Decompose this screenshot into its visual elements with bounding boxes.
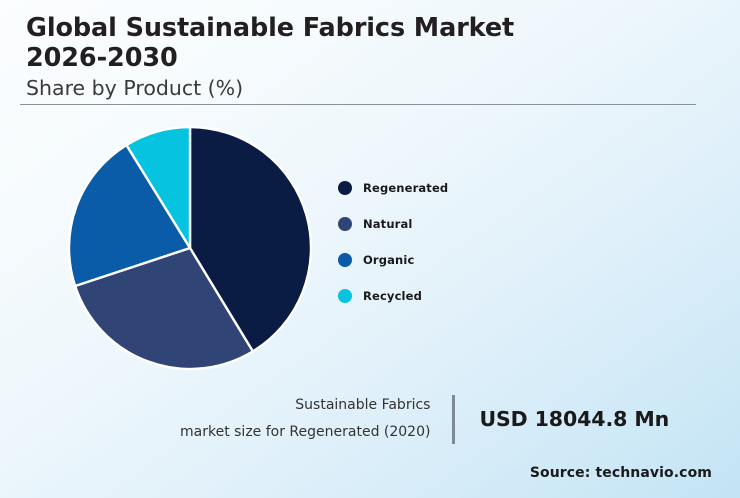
page-subtitle: Share by Product (%)	[26, 76, 244, 101]
chart-legend: Regenerated Natural Organic Recycled	[338, 170, 528, 314]
pie-slice-group	[67, 125, 313, 371]
pie-slice-organic[interactable]	[67, 143, 192, 288]
callout-value: USD 18044.8 Mn	[479, 407, 670, 432]
legend-swatch-natural	[338, 217, 352, 231]
header: Global Sustainable Fabrics Market 2026-2…	[26, 13, 716, 101]
header-divider	[20, 104, 696, 105]
pie-slice-natural[interactable]	[73, 246, 255, 371]
source-attribution: Source: technavio.com	[529, 465, 712, 481]
legend-label-recycled: Recycled	[363, 289, 422, 303]
pie-chart	[67, 125, 313, 371]
legend-item-natural[interactable]: Natural	[338, 206, 528, 242]
legend-label-regenerated: Regenerated	[363, 181, 449, 195]
pie-slice-recycled[interactable]	[125, 125, 192, 250]
legend-item-recycled[interactable]: Recycled	[338, 278, 528, 314]
callout-label: Sustainable Fabrics market size for Rege…	[180, 397, 431, 441]
callout-divider	[452, 394, 456, 444]
legend-swatch-organic	[338, 253, 352, 267]
legend-swatch-recycled	[338, 289, 352, 303]
legend-label-organic: Organic	[363, 253, 415, 267]
legend-item-regenerated[interactable]: Regenerated	[338, 170, 528, 206]
legend-item-organic[interactable]: Organic	[338, 242, 528, 278]
pie-chart-svg	[67, 125, 313, 371]
market-size-callout: Sustainable Fabrics market size for Rege…	[180, 392, 669, 447]
legend-label-natural: Natural	[363, 217, 413, 231]
legend-swatch-regenerated	[338, 181, 352, 195]
page-title: Global Sustainable Fabrics Market 2026-2…	[26, 13, 515, 73]
pie-slice-regenerated[interactable]	[188, 125, 313, 353]
